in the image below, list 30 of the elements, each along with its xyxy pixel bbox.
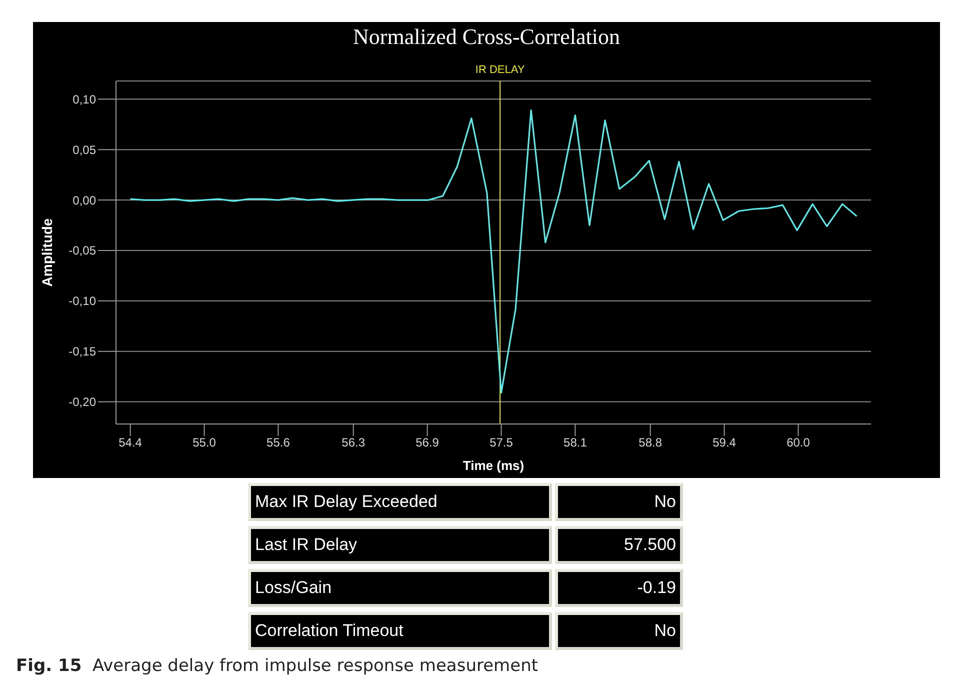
- y-tick-label: -0,10: [68, 294, 96, 308]
- x-tick-label: 60.0: [786, 436, 810, 450]
- x-tick-label: 56.9: [416, 436, 440, 450]
- text: -0.19: [555, 569, 683, 607]
- x-tick-label: 54.4: [118, 436, 142, 450]
- caption: Fig. 15 Average delay from impulse response measurement: [16, 656, 538, 676]
- y-tick-label: 0,10: [72, 92, 96, 106]
- x-tick-label: 59.4: [712, 436, 736, 450]
- y-tick-label: 0,00: [72, 193, 96, 208]
- x-tick-label: 57.5: [490, 436, 514, 450]
- text: Correlation Timeout: [248, 612, 552, 650]
- text: No: [555, 612, 683, 650]
- x-axis-title: Time (ms): [462, 458, 524, 473]
- y-tick-label: -0,20: [68, 395, 96, 410]
- y-tick-label: 0,05: [72, 142, 96, 157]
- text: Loss/Gain: [248, 569, 552, 607]
- x-tick-label: 58.8: [638, 436, 662, 450]
- x-tick-label: 56.3: [342, 436, 366, 450]
- x-tick-label: 55.6: [266, 436, 290, 450]
- y-tick-label: -0,15: [68, 344, 96, 359]
- chart-title: Normalized Cross-Correlation: [352, 24, 621, 50]
- y-axis-title: Amplitude: [38, 218, 55, 287]
- x-tick-label: 58.1: [564, 436, 588, 450]
- text: Max IR Delay Exceeded: [248, 483, 552, 521]
- ref-line-label: IR DELAY: [475, 64, 526, 76]
- text: No: [555, 483, 683, 521]
- y-tick-label: -0,05: [68, 244, 96, 258]
- x-tick-label: 55.0: [192, 436, 216, 450]
- text: Last IR Delay: [248, 526, 552, 564]
- text: 57.500: [555, 526, 683, 564]
